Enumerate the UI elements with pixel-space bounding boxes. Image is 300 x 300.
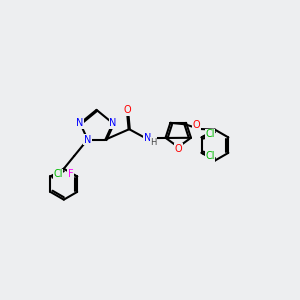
- Text: Cl: Cl: [205, 129, 214, 139]
- Text: N: N: [76, 118, 84, 128]
- Text: F: F: [68, 169, 74, 179]
- Text: N: N: [144, 134, 151, 143]
- Text: Cl: Cl: [53, 169, 63, 179]
- Text: O: O: [174, 143, 182, 154]
- Text: H: H: [150, 138, 157, 147]
- Text: O: O: [193, 120, 200, 130]
- Text: O: O: [124, 106, 131, 116]
- Text: N: N: [84, 135, 91, 145]
- Text: Cl: Cl: [205, 151, 214, 161]
- Text: N: N: [109, 118, 116, 128]
